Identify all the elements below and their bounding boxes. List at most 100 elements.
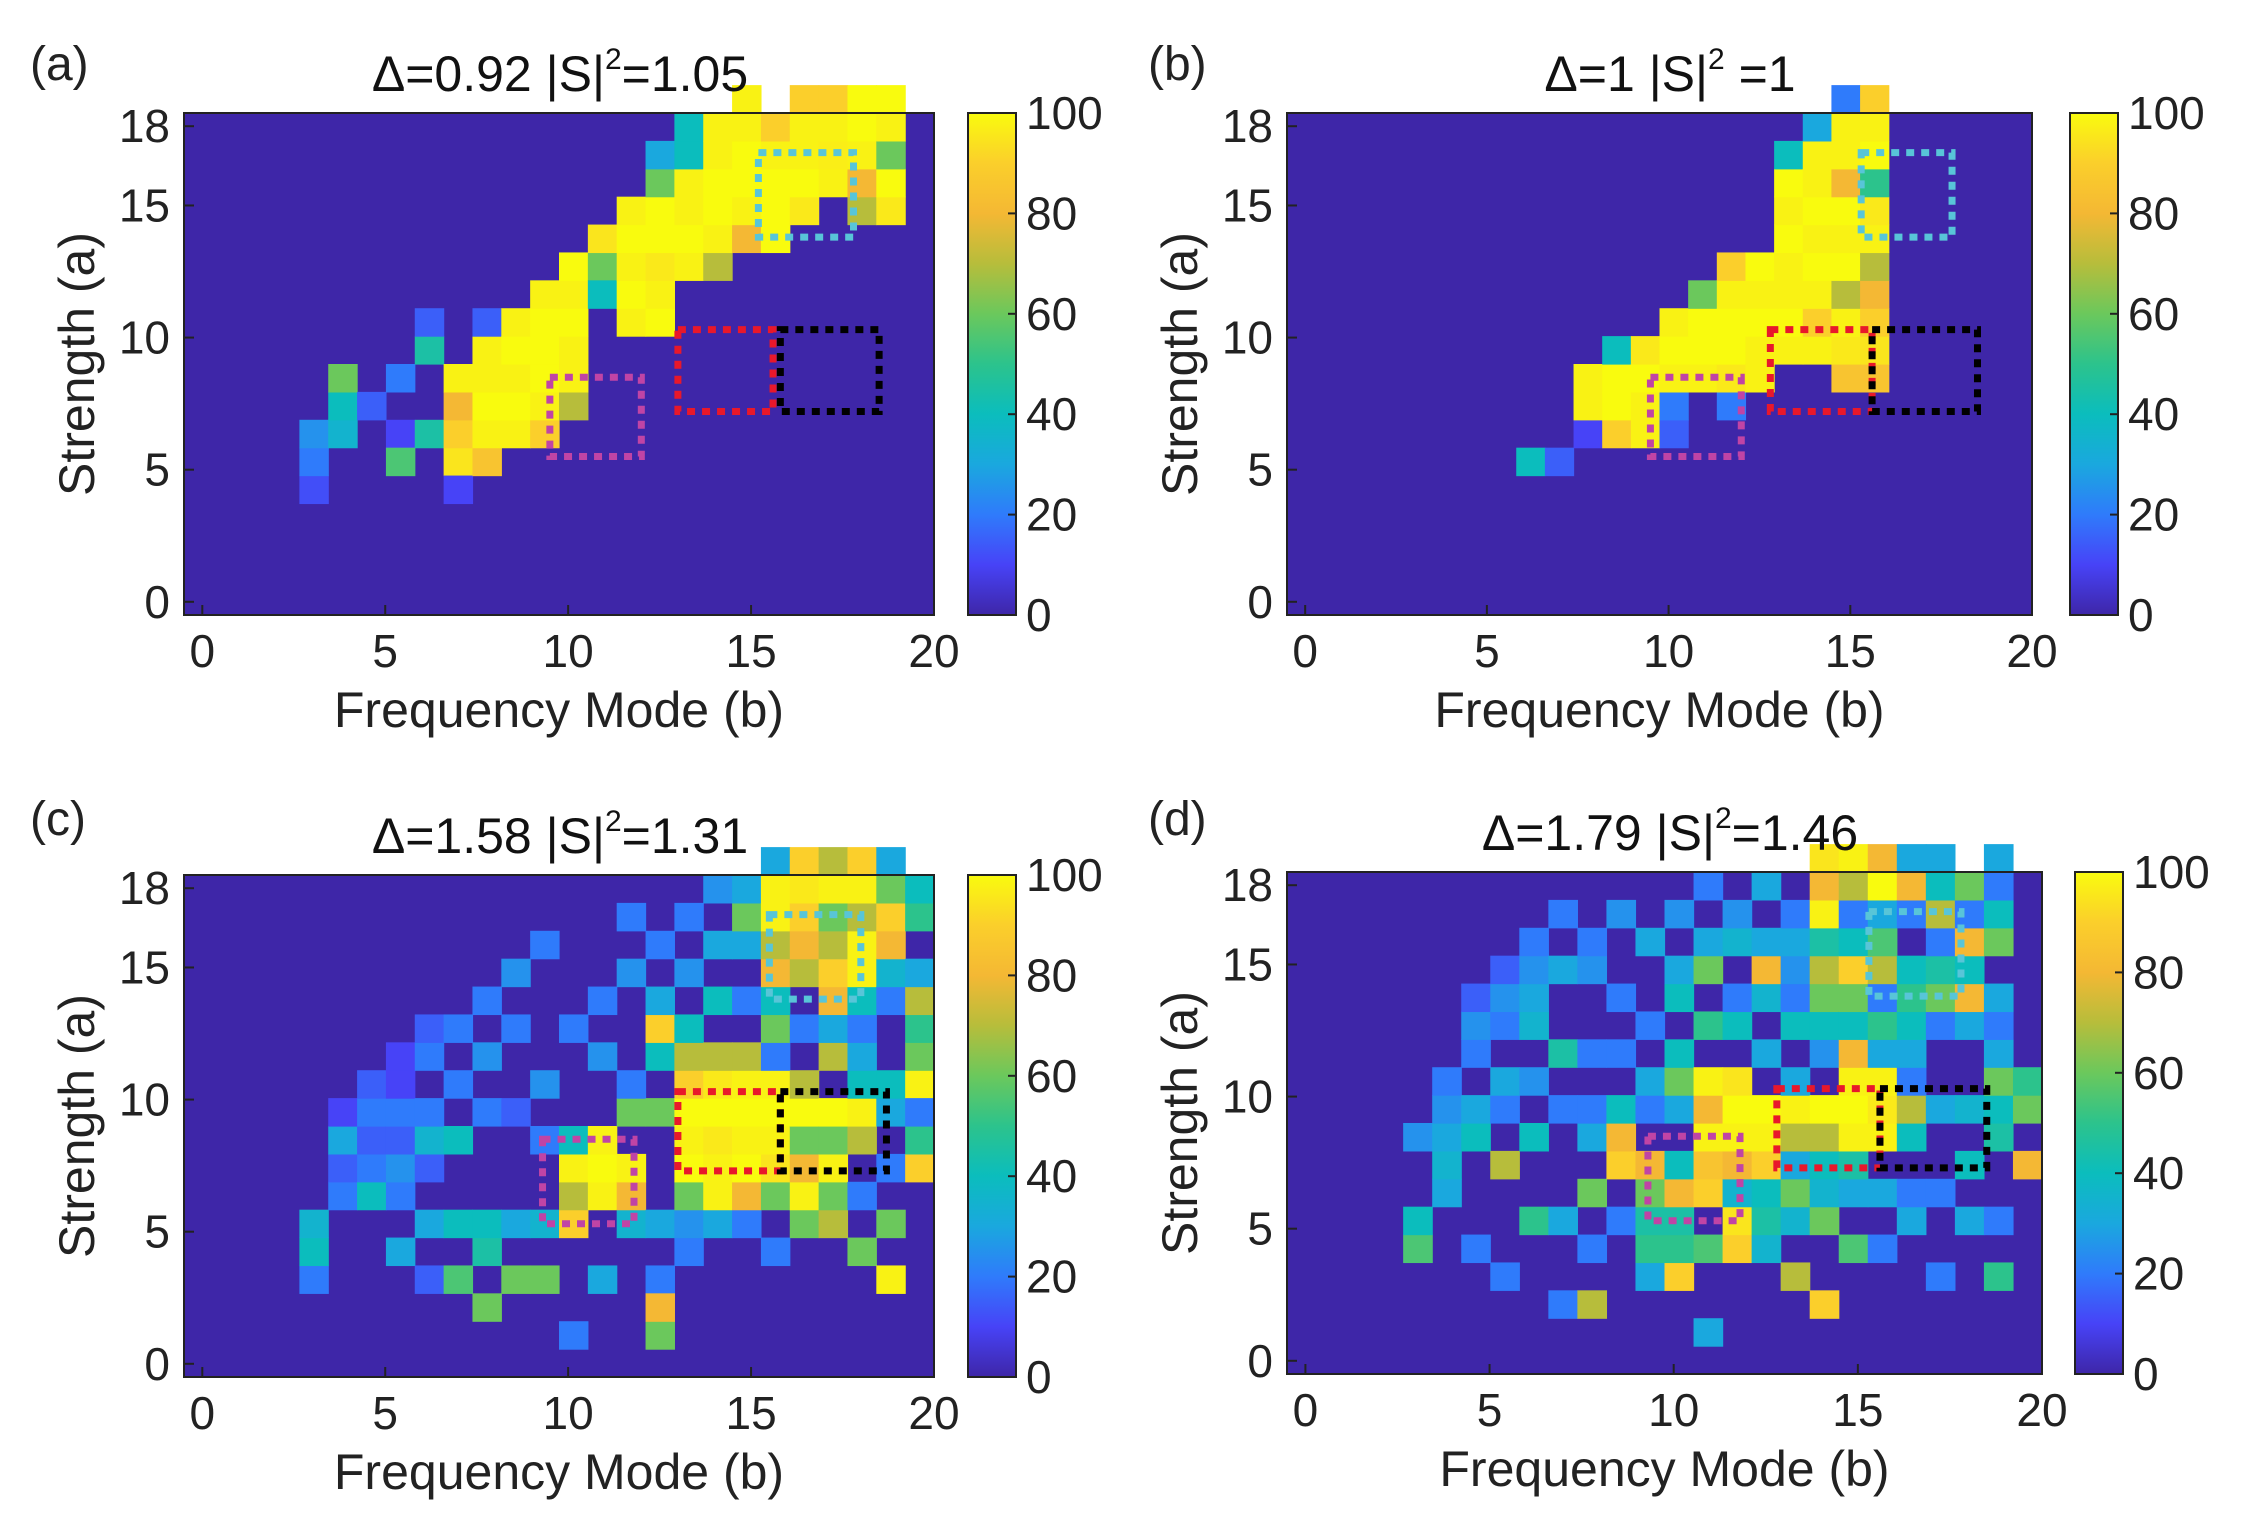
heatmap-cell xyxy=(1664,899,1695,929)
heatmap-cell xyxy=(1860,196,1890,226)
heatmap-cell xyxy=(1751,1178,1782,1208)
heatmap-cell xyxy=(1461,983,1491,1013)
heatmap-cell xyxy=(645,140,675,170)
heatmap-cell xyxy=(501,1098,531,1127)
heatmap-cell xyxy=(1780,1123,1811,1152)
x-tick-label: 20 xyxy=(908,625,959,677)
x-tick-label: 0 xyxy=(1293,1384,1319,1436)
heatmap-cell xyxy=(645,1293,675,1322)
heatmap-cell xyxy=(703,1181,733,1211)
heatmap-cell xyxy=(1659,391,1689,421)
heatmap-cell xyxy=(674,113,704,142)
colorbar-tick-label: 60 xyxy=(2133,1047,2184,1099)
heatmap-cell xyxy=(1664,955,1695,985)
heatmap-cell xyxy=(1831,252,1861,281)
heatmap-cell xyxy=(501,1265,531,1294)
x-tick-label: 15 xyxy=(725,1387,776,1439)
heatmap-cell xyxy=(1548,899,1578,929)
heatmap-cell xyxy=(1722,1011,1753,1040)
heatmap-cell xyxy=(385,1070,416,1099)
heatmap-cell xyxy=(443,364,474,393)
heatmap-cell xyxy=(385,419,416,449)
heatmap-cell xyxy=(530,391,560,421)
heatmap-cell xyxy=(1809,1178,1840,1208)
heatmap-cell xyxy=(1954,1206,1985,1236)
heatmap-cell xyxy=(472,1098,502,1127)
heatmap-cell xyxy=(1490,955,1520,985)
heatmap-cell xyxy=(443,1126,474,1155)
heatmap-cell xyxy=(905,986,935,1016)
heatmap-cell xyxy=(559,252,589,281)
heatmap-cell xyxy=(674,1209,704,1239)
heatmap-cell xyxy=(905,902,935,932)
heatmap-cell xyxy=(1606,899,1637,929)
black-region-box xyxy=(1868,326,1981,416)
heatmap-cell xyxy=(328,1098,358,1127)
heatmap-cell xyxy=(472,1237,502,1267)
heatmap-cell xyxy=(357,1181,387,1211)
heatmap-cell xyxy=(1838,983,1869,1013)
heatmap-cell xyxy=(1577,1178,1608,1208)
heatmap-cell xyxy=(760,875,791,904)
y-axis-label: Strength (a) xyxy=(49,232,105,496)
heatmap-cell xyxy=(1925,1011,1956,1040)
heatmap-cell xyxy=(501,958,531,988)
heatmap-cell xyxy=(1867,927,1898,957)
heatmap-cell xyxy=(587,1042,618,1071)
heatmap-cell xyxy=(1432,1178,1462,1208)
heatmap-cell xyxy=(1809,844,1840,873)
heatmap-cell xyxy=(1925,927,1956,957)
heatmap-cell xyxy=(818,168,849,198)
cyan-region-box xyxy=(765,911,865,1003)
heatmap-cell xyxy=(1867,844,1898,873)
title-s-exponent: 2 xyxy=(1708,43,1725,76)
colorbar-tick-label: 20 xyxy=(1026,489,1077,541)
heatmap-cell xyxy=(1780,927,1811,957)
heatmap-cell xyxy=(2012,1095,2043,1124)
heatmap-cell xyxy=(645,986,675,1016)
heatmap-cell xyxy=(1983,1039,2014,1068)
heatmap-cell xyxy=(1838,1178,1869,1208)
heatmap-cell xyxy=(1860,252,1890,281)
heatmap-cell xyxy=(789,1098,820,1127)
heatmap-cell xyxy=(1659,419,1689,449)
heatmap-cell xyxy=(1802,168,1833,198)
heatmap-cell xyxy=(1635,1011,1666,1040)
colorbar-tick-label: 0 xyxy=(2128,589,2154,641)
heatmap-cell xyxy=(1774,336,1804,365)
heatmap-cell xyxy=(847,1126,877,1155)
heatmap-cell xyxy=(760,1181,791,1211)
heatmap-cell xyxy=(1519,1123,1549,1152)
heatmap-cell xyxy=(1635,1095,1666,1124)
heatmap-cell xyxy=(645,1321,675,1350)
colorbar-tick-label: 20 xyxy=(2133,1248,2184,1300)
heatmap-cell xyxy=(1630,419,1661,449)
heatmap-cell xyxy=(1831,85,1861,114)
heatmap-cell xyxy=(443,447,474,477)
heatmap-cell xyxy=(674,1237,704,1267)
heatmap-cell xyxy=(328,364,358,393)
heatmap-cell xyxy=(1802,140,1833,170)
heatmap-cell xyxy=(1780,1011,1811,1040)
title-delta: Δ=1.58 xyxy=(372,808,546,864)
heatmap-cell xyxy=(328,1181,358,1211)
heatmap-cell xyxy=(1693,927,1724,957)
heatmap-cell xyxy=(847,1237,877,1267)
y-tick-label: 5 xyxy=(1247,1203,1273,1255)
title-s-base: |S| xyxy=(546,46,605,102)
heatmap-cell xyxy=(674,140,704,170)
heatmap-cell xyxy=(2012,1150,2043,1180)
heatmap-cell xyxy=(1809,1206,1840,1236)
heatmap-cell xyxy=(876,1265,906,1294)
title-s-base: |S| xyxy=(1656,805,1715,861)
heatmap-cell xyxy=(385,1098,416,1127)
y-axis-label: Strength (a) xyxy=(1152,991,1208,1255)
heatmap-cell xyxy=(876,875,906,904)
heatmap-cell xyxy=(876,1153,906,1183)
heatmap-cell xyxy=(905,1126,935,1155)
heatmap-cell xyxy=(876,1209,906,1239)
colorbar-tick-label: 100 xyxy=(1026,87,1103,139)
heatmap-cell xyxy=(1896,844,1927,873)
heatmap-cell xyxy=(1461,1039,1491,1068)
panel-label: (d) xyxy=(1148,793,1207,846)
